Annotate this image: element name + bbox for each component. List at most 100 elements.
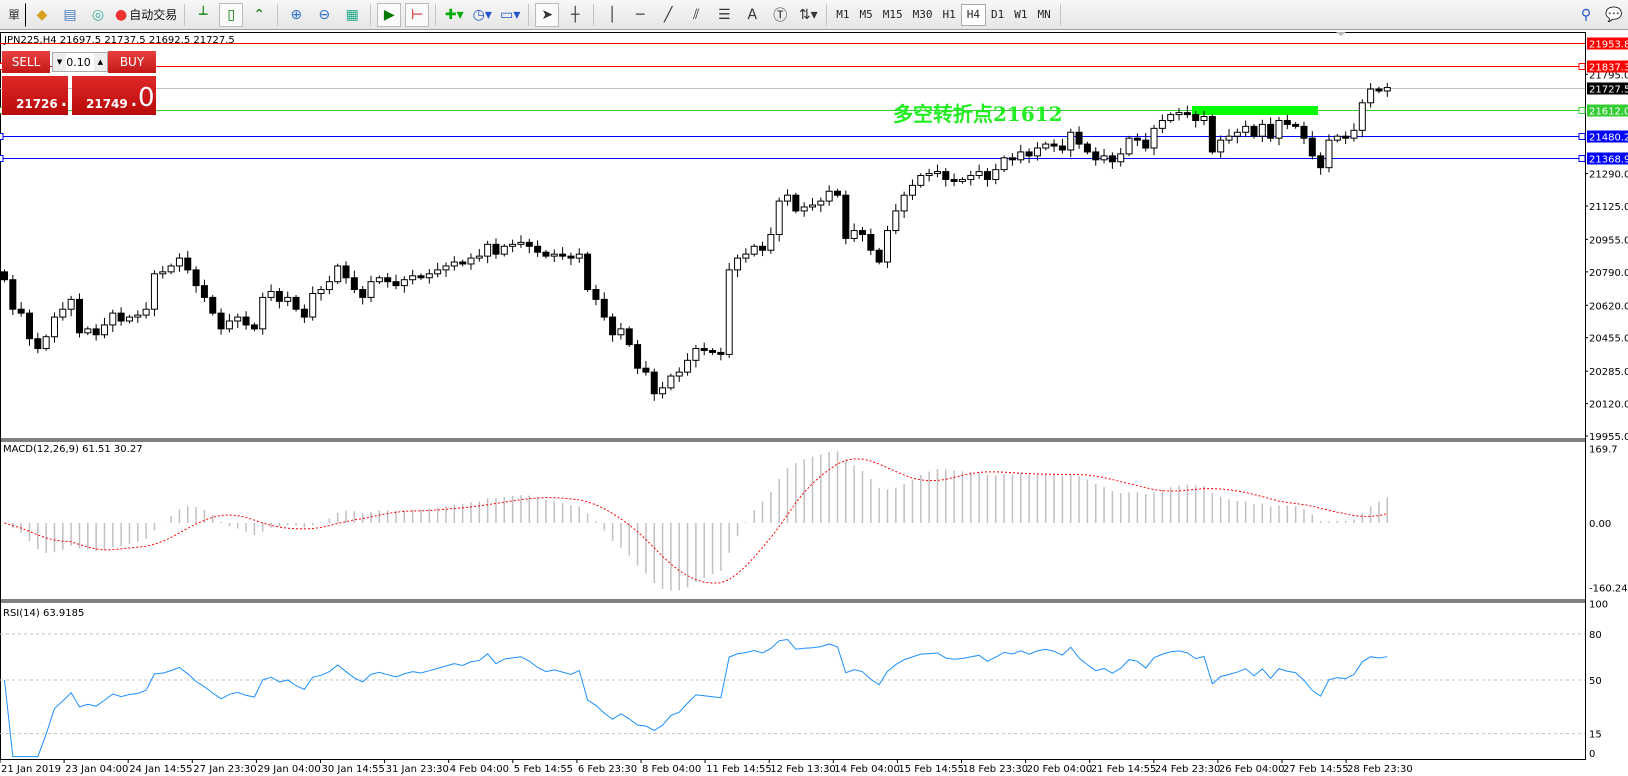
candle-body (509, 243, 517, 247)
candle-body (1217, 139, 1225, 153)
time-tick-label: 30 Jan 14:55 (322, 764, 385, 775)
candle-body (792, 194, 800, 212)
search-icon[interactable]: ⚲ (1580, 6, 1592, 23)
auto-trading-button[interactable]: ● 自动交易 (114, 3, 178, 27)
candle-body (259, 296, 267, 330)
separator (593, 3, 595, 26)
fibonacci-icon[interactable]: ☰ (717, 6, 731, 23)
candle-body (734, 257, 742, 271)
sell-button[interactable]: SELL (2, 51, 50, 73)
cut-button[interactable]: 單 (2, 2, 26, 27)
timeframe-mn[interactable]: MN (1037, 8, 1051, 21)
candle-body (559, 253, 567, 257)
candle-body (817, 200, 825, 206)
arrows-icon[interactable]: ⇅▾ (798, 6, 818, 23)
lot-decrease-button[interactable]: ▼ (53, 53, 67, 71)
one-click-trading-panel: SELL ▼ 0.10 ▲ BUY 21726.0 21749.0 (2, 51, 156, 115)
bar-chart-icon[interactable]: ┴ (199, 6, 208, 23)
cursor-icon[interactable]: ➤ (535, 2, 560, 27)
candle-body (1225, 135, 1233, 141)
timeframe-m30[interactable]: M30 (912, 8, 933, 21)
candle-body (659, 387, 667, 395)
candle-body (992, 169, 1000, 180)
templates-icon[interactable]: ▭▾ (500, 6, 521, 23)
level-price-badge (1587, 60, 1628, 73)
candle-body (109, 312, 117, 326)
chart-shift-icon[interactable]: ⊢ (405, 2, 430, 27)
level-price-badge (1587, 130, 1628, 143)
candle-body (1275, 119, 1283, 139)
candle-body (858, 230, 866, 236)
candle-body (1325, 139, 1333, 169)
vertical-line-icon[interactable]: │ (608, 6, 617, 23)
timeframe-m5[interactable]: M5 (859, 8, 873, 21)
candle-body (225, 320, 233, 330)
candle-body (84, 328, 92, 334)
zoom-out-icon[interactable]: ⊖ (318, 6, 331, 23)
equidistant-channel-icon[interactable]: ⫽ (693, 6, 700, 23)
candle-body (1017, 151, 1025, 161)
chart-window[interactable]: 21795.0 21290.0 21125.0 20955.0 20790.0 20620… (0, 32, 1628, 776)
timeframe-d1[interactable]: D1 (990, 8, 1005, 21)
signals-icon[interactable]: ◎ (91, 6, 105, 23)
text-label-icon[interactable]: Ⓣ (773, 7, 788, 24)
timeframe-m1[interactable]: M1 (836, 8, 850, 21)
timeframe-h4[interactable]: H4 (960, 3, 986, 26)
buy-price-button[interactable]: 21749.0 (72, 76, 156, 115)
candle-body (375, 277, 383, 283)
candle-body (167, 265, 175, 273)
text-icon[interactable]: A (747, 6, 758, 23)
candle-body (667, 375, 675, 389)
candle-body (100, 324, 108, 336)
candle-body (1, 271, 8, 281)
candle-body (958, 178, 966, 182)
zoom-in-icon[interactable]: ⊕ (290, 6, 303, 23)
crosshair-icon[interactable]: ┼ (571, 6, 580, 23)
timeframe-m15[interactable]: M15 (882, 8, 903, 21)
candle-body (950, 178, 958, 182)
tile-windows-icon[interactable]: ▦ (345, 6, 359, 23)
timeframe-h1[interactable]: H1 (942, 8, 956, 21)
market-watch-icon[interactable]: ▤ (63, 6, 77, 23)
candle-body (725, 269, 733, 355)
buy-button[interactable]: BUY (108, 51, 156, 73)
candle-body (517, 241, 525, 245)
candle-body (534, 245, 542, 253)
horizontal-line-icon[interactable]: ─ (636, 6, 645, 23)
candle-body (359, 289, 367, 298)
line-chart-icon[interactable]: ⌃ (253, 6, 266, 23)
time-tick-label: 27 Feb 14:55 (1283, 764, 1349, 775)
candle-body (442, 265, 450, 271)
trendline-icon[interactable]: ╱ (664, 6, 673, 23)
level-handle (1578, 155, 1586, 162)
candle-body (50, 316, 58, 338)
timeframe-w1[interactable]: W1 (1014, 8, 1028, 21)
new-order-icon[interactable]: ◆ (36, 6, 48, 23)
candle-body (1175, 112, 1183, 116)
macd-tick-label: 0.00 (1589, 519, 1611, 530)
candlestick-icon[interactable]: ▯ (219, 2, 244, 27)
auto-scroll-icon[interactable]: ▶ (377, 2, 402, 27)
candle-body (325, 281, 333, 291)
candle-body (459, 261, 467, 265)
candle-body (809, 204, 817, 208)
lot-size-input[interactable]: ▼ 0.10 ▲ (52, 52, 108, 72)
chat-icon[interactable]: 💬 (1605, 6, 1623, 23)
periods-icon[interactable]: ◷▾ (472, 6, 492, 23)
candle-body (300, 308, 308, 318)
lot-increase-button[interactable]: ▲ (93, 53, 107, 71)
macd-tick-label: -160.24 (1589, 584, 1628, 595)
price-tick-label: 20790.0 (1589, 268, 1628, 279)
pivot-annotation: 多空转折点21612 (893, 102, 1063, 126)
sell-price-button[interactable]: 21726.0 (2, 76, 85, 115)
candle-body (1375, 88, 1383, 92)
time-tick-label: 4 Feb 04:00 (450, 764, 509, 775)
chart-frame (0, 32, 1586, 760)
candle-body (867, 234, 875, 251)
candle-body (1283, 119, 1291, 125)
candle-body (1367, 88, 1375, 104)
indicators-icon[interactable]: ✚▾ (444, 6, 464, 23)
candle-body (1258, 123, 1266, 137)
rsi-tick-label: 80 (1589, 630, 1602, 641)
candle-body (875, 249, 883, 263)
